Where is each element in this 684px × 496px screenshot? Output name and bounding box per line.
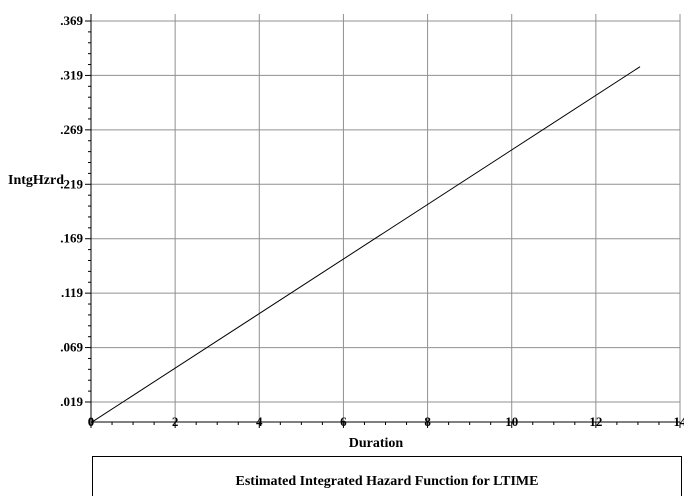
y-tick-label: .069 xyxy=(60,340,83,355)
x-axis-label: Duration xyxy=(349,436,404,451)
y-tick-label: .269 xyxy=(60,122,83,137)
y-tick-label: .119 xyxy=(61,285,84,300)
x-tick-label: 4 xyxy=(256,414,263,429)
x-tick-label: 12 xyxy=(589,414,602,429)
x-tick-label: 8 xyxy=(424,414,431,429)
y-tick-label: .019 xyxy=(60,394,83,409)
x-tick-label: 6 xyxy=(340,414,347,429)
hazard-line xyxy=(91,67,640,423)
series xyxy=(91,67,640,423)
x-tick-label: 14 xyxy=(674,414,684,429)
x-tick-label: 10 xyxy=(505,414,518,429)
caption-box: Estimated Integrated Hazard Function for… xyxy=(92,456,682,496)
y-tick-label: .169 xyxy=(60,231,83,246)
chart-title: Estimated Integrated Hazard Function for… xyxy=(93,474,681,490)
grid xyxy=(91,14,680,422)
y-tick-label: .319 xyxy=(60,67,83,82)
x-tick-label: 2 xyxy=(172,414,179,429)
y-tick-label: .369 xyxy=(60,13,83,28)
y-axis-label: IntgHzrd xyxy=(8,173,64,188)
